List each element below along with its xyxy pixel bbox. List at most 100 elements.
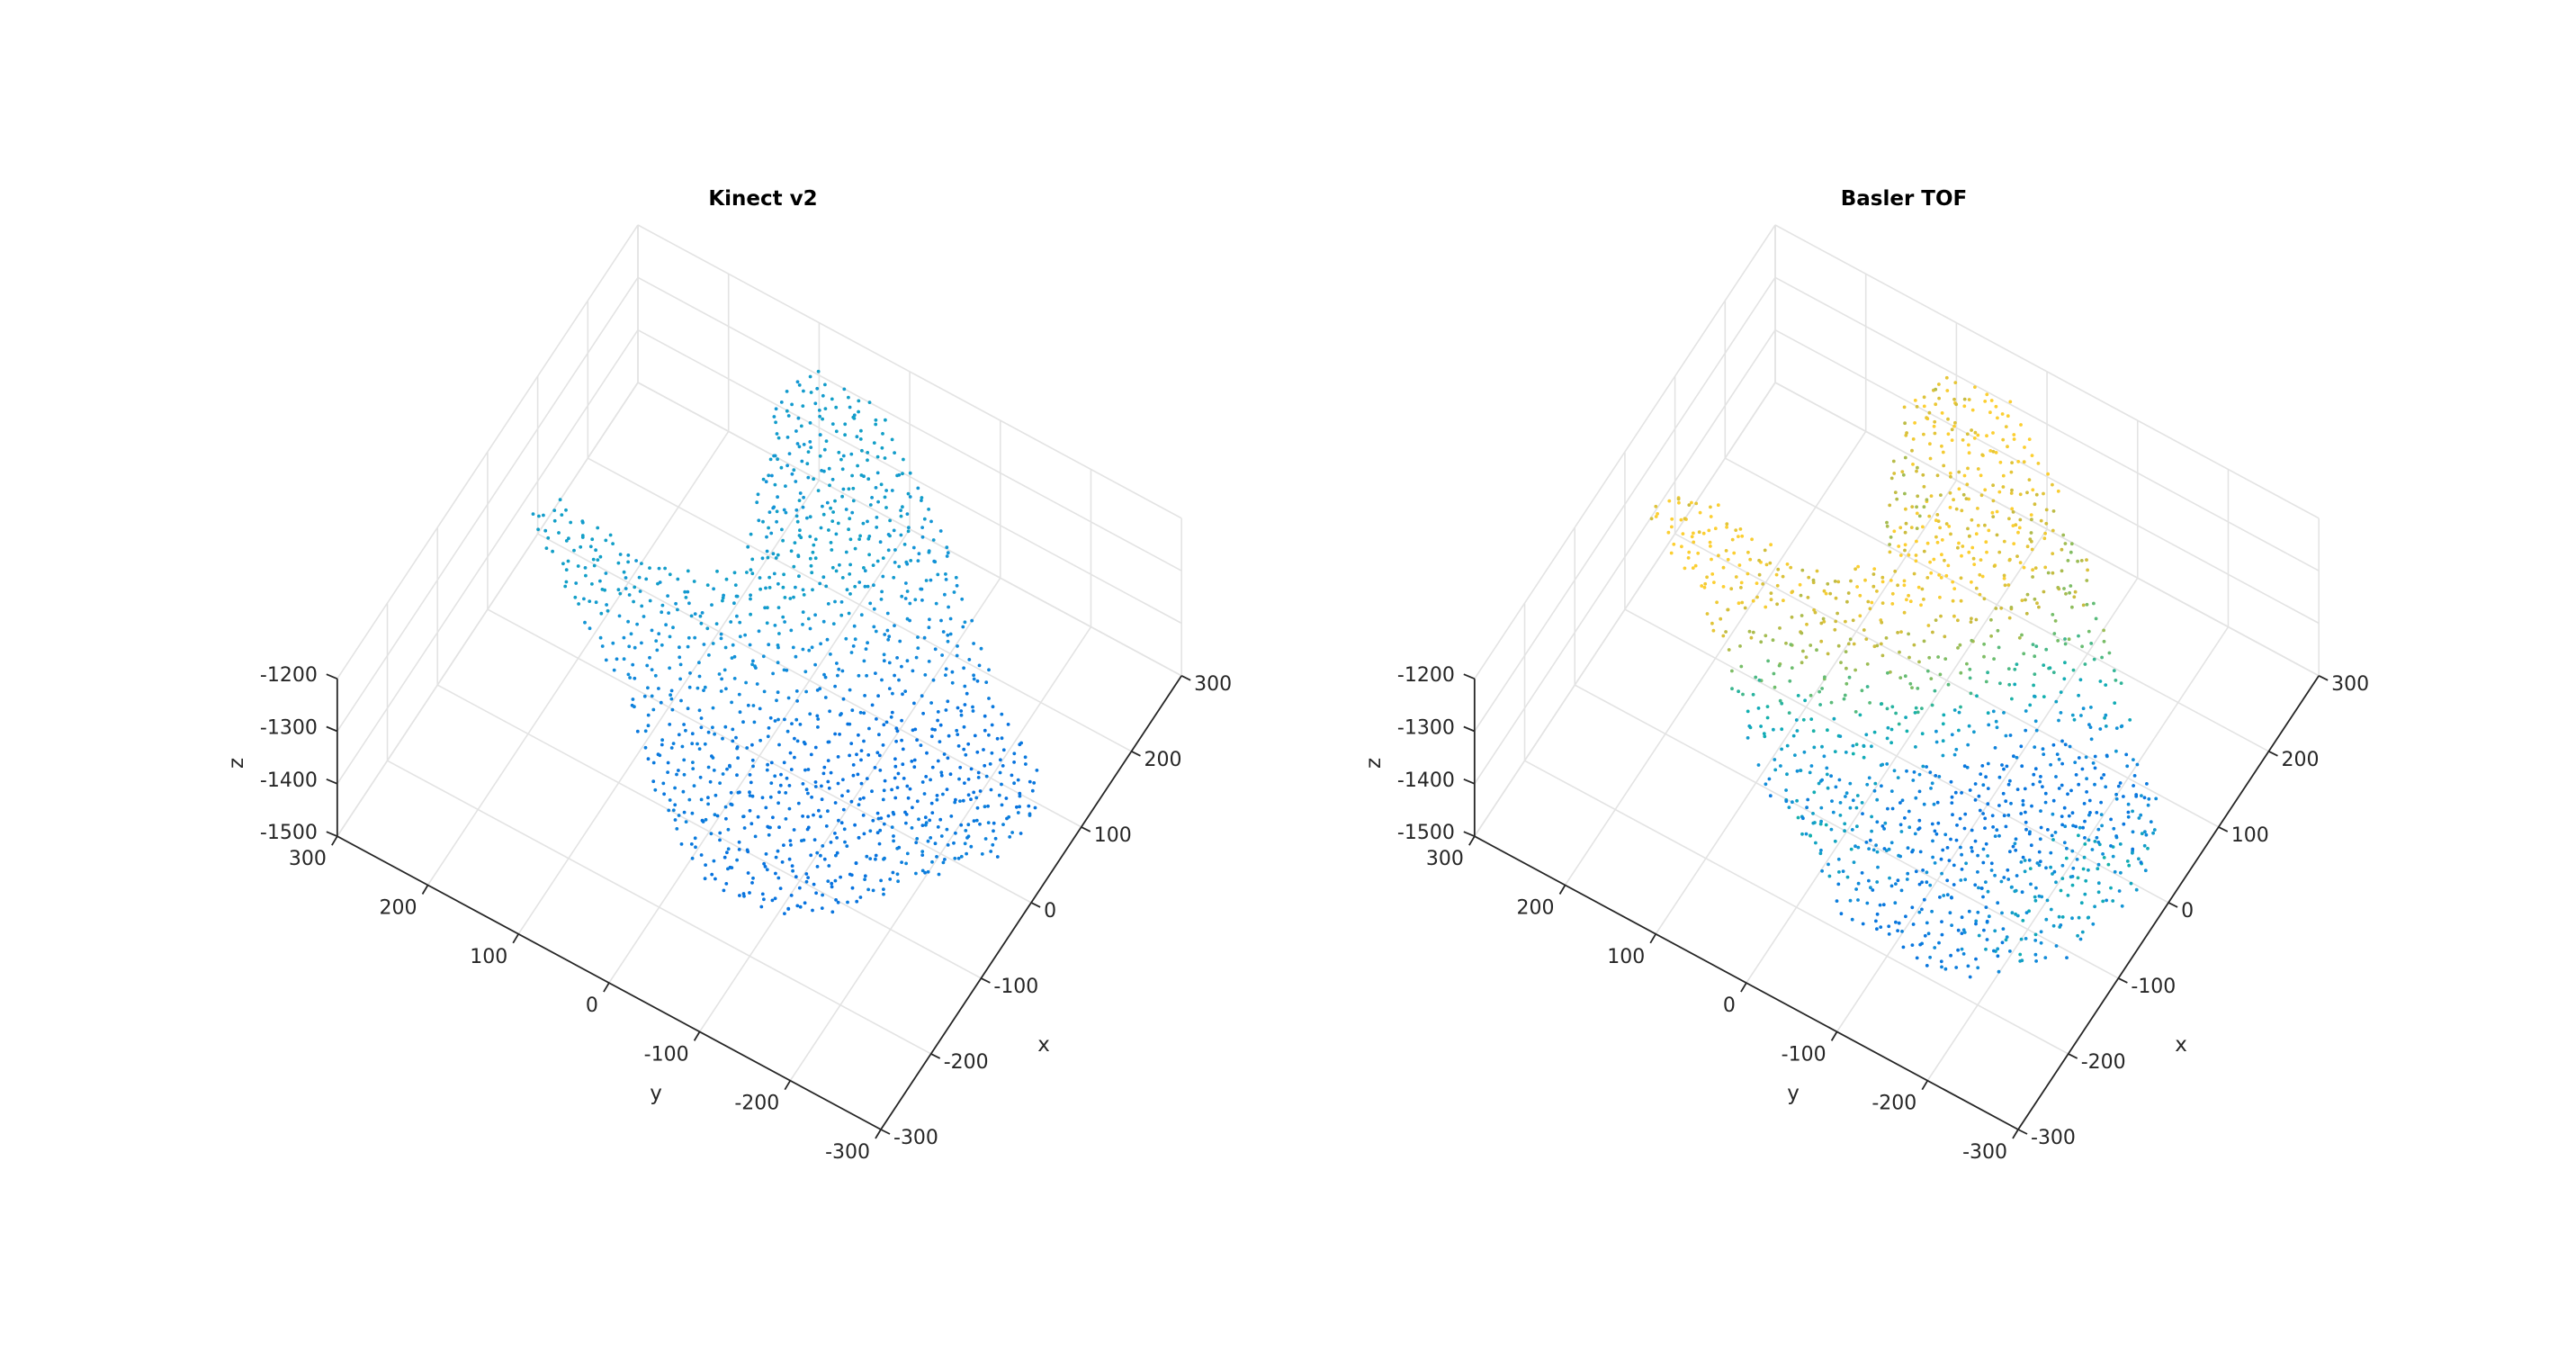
- data-point: [1872, 644, 1877, 649]
- data-point: [775, 519, 778, 524]
- data-point: [1925, 765, 1928, 769]
- data-point: [931, 538, 936, 542]
- data-point: [820, 784, 823, 788]
- data-point: [854, 861, 858, 866]
- data-point: [1943, 967, 1948, 971]
- data-point: [1941, 739, 1945, 743]
- data-point: [1961, 928, 1966, 932]
- data-point: [976, 770, 981, 775]
- data-point: [616, 561, 621, 565]
- data-point: [1814, 841, 1818, 845]
- data-point: [837, 667, 841, 671]
- data-point: [2042, 491, 2045, 496]
- data-point: [983, 728, 987, 733]
- data-point: [1845, 875, 1850, 879]
- data-point: [1838, 734, 1843, 738]
- data-point: [1885, 520, 1889, 525]
- data-point: [944, 673, 947, 677]
- data-point: [785, 729, 790, 734]
- z-tick-mark: [326, 831, 338, 838]
- data-point: [2139, 860, 2143, 865]
- data-point: [2044, 647, 2049, 652]
- data-point: [1822, 589, 1827, 593]
- data-point: [1692, 540, 1696, 544]
- data-point: [1983, 523, 1987, 527]
- data-point: [903, 689, 908, 693]
- data-point: [991, 842, 995, 847]
- data-point: [993, 836, 998, 841]
- data-point: [768, 457, 773, 462]
- data-point: [2046, 571, 2051, 575]
- data-point: [1833, 627, 1837, 632]
- data-point: [616, 588, 621, 592]
- data-point: [2025, 544, 2030, 549]
- data-point: [1868, 838, 1872, 842]
- data-point: [1827, 874, 1832, 878]
- data-point: [812, 813, 815, 817]
- data-point: [2087, 838, 2091, 842]
- data-point: [788, 751, 793, 755]
- data-point: [2029, 882, 2033, 886]
- data-point: [801, 623, 804, 626]
- data-point: [830, 477, 835, 482]
- y-tick-label: -300: [825, 1141, 870, 1164]
- data-point: [588, 544, 593, 549]
- data-point: [1968, 667, 1972, 671]
- data-point: [760, 556, 765, 561]
- data-point: [1746, 709, 1750, 714]
- data-point: [742, 894, 746, 898]
- data-point: [644, 577, 649, 581]
- data-point: [1997, 550, 2002, 554]
- data-point: [1956, 618, 1960, 623]
- data-point: [1938, 526, 1942, 530]
- data-point: [1751, 692, 1755, 697]
- data-point: [1880, 784, 1883, 788]
- data-point: [797, 383, 802, 387]
- data-point: [698, 775, 703, 779]
- x-tick-mark: [930, 1053, 941, 1059]
- data-point: [2006, 414, 2010, 418]
- data-point: [916, 646, 920, 650]
- data-point: [1826, 581, 1830, 586]
- data-point: [714, 622, 719, 626]
- data-point: [781, 585, 785, 590]
- data-point: [1910, 905, 1915, 910]
- data-point: [2019, 423, 2023, 427]
- data-point: [2024, 820, 2028, 824]
- data-point: [1965, 662, 1969, 666]
- grid-line: [1746, 528, 2048, 984]
- data-point: [1950, 801, 1954, 805]
- data-point: [790, 722, 794, 725]
- data-point: [863, 878, 866, 881]
- data-point: [2006, 667, 2011, 670]
- data-point: [2042, 536, 2047, 541]
- data-point: [1925, 880, 1929, 885]
- data-point: [697, 747, 702, 751]
- data-point: [2093, 782, 2096, 787]
- data-point: [2017, 635, 2022, 640]
- data-point: [2072, 595, 2077, 599]
- data-point: [2033, 767, 2038, 771]
- data-point: [1889, 476, 1894, 481]
- data-point: [1880, 580, 1885, 584]
- data-point: [750, 794, 755, 798]
- data-point: [748, 790, 751, 795]
- data-point: [917, 817, 920, 822]
- data-point: [1875, 797, 1880, 802]
- data-point: [830, 422, 835, 426]
- data-point: [1916, 585, 1921, 590]
- data-point: [2114, 679, 2118, 682]
- data-point: [801, 814, 804, 818]
- data-point: [2010, 507, 2015, 511]
- data-point: [1790, 615, 1794, 619]
- data-point: [1981, 783, 1986, 788]
- data-point: [675, 827, 679, 831]
- data-point: [1910, 505, 1915, 508]
- data-point: [900, 738, 903, 742]
- data-point: [737, 840, 741, 844]
- data-point: [920, 850, 925, 853]
- data-point: [721, 596, 725, 600]
- data-point: [698, 614, 703, 618]
- data-point: [2070, 811, 2075, 815]
- data-point: [2041, 747, 2045, 752]
